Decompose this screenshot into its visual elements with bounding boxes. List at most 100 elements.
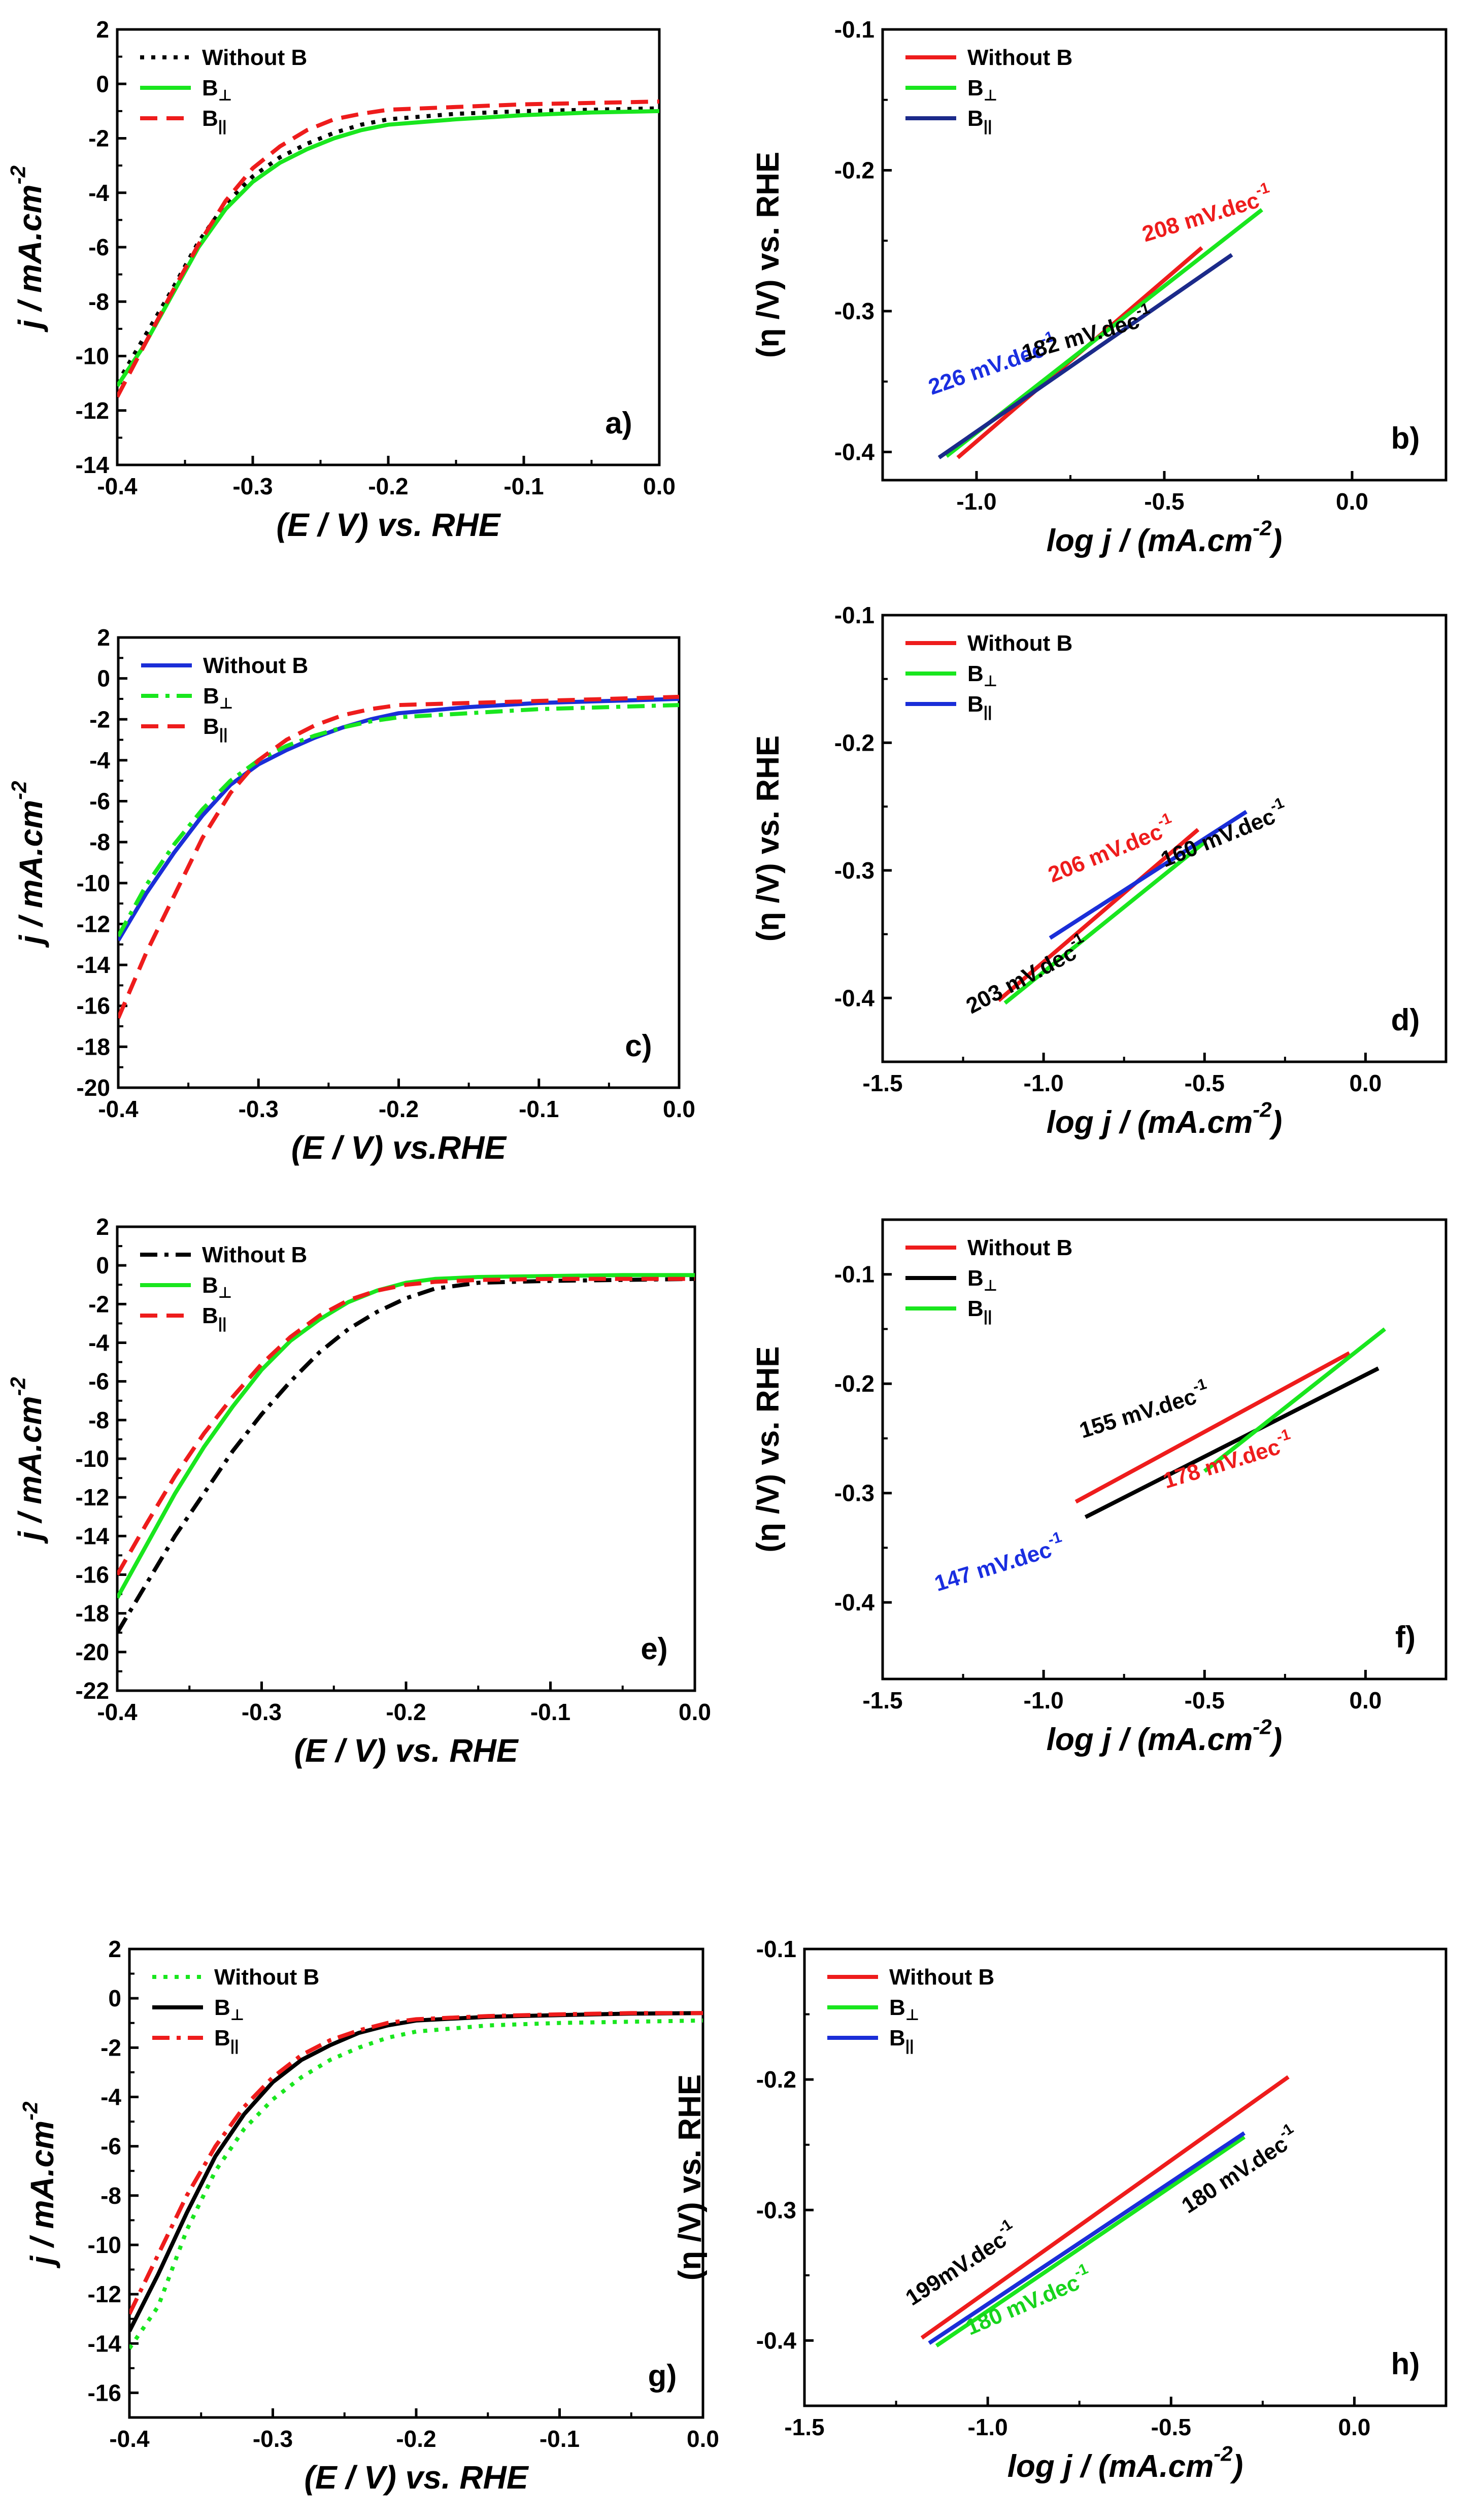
slope-annotation: 178 mV.dec-1	[1159, 1426, 1296, 1493]
legend-label: Without B	[202, 1242, 307, 1267]
panel-h: -1.5 -1.0 -0.5 0.0 -0.4 -0.3 -0.2 -0.1 log j / (…	[672, 1936, 1448, 2484]
x-tick-label: 0.0	[1349, 1070, 1382, 1096]
y-tick-label: -0.4	[834, 985, 875, 1011]
series-line-1	[118, 697, 679, 942]
legend-label: B⊥	[967, 76, 997, 104]
x-tick-label: 0.0	[643, 473, 676, 499]
y-tick-label: 0	[97, 665, 110, 692]
x-axis-title: log j / (mA.cm-2)	[1047, 1715, 1283, 1758]
y-tick-label: 0	[108, 1985, 121, 2011]
y-tick-label: -2	[100, 2034, 121, 2061]
y-axis-title: j / mA.cm-2	[7, 781, 50, 948]
panel-f: -1.5 -1.0 -0.5 0.0 -0.4 -0.3 -0.2 -0.1 log j / (…	[751, 1218, 1448, 1758]
x-axis-title: log j / (mA.cm-2)	[1047, 1098, 1283, 1140]
y-tick-label: -18	[77, 1033, 110, 1060]
legend-label: B⊥	[214, 1995, 244, 2024]
slope-annotation: 208 mV.dec-1	[1138, 179, 1275, 247]
x-tick-label: -0.1	[540, 2426, 580, 2452]
y-tick-label: -4	[100, 2084, 121, 2110]
panel-e: -0.4 -0.3 -0.2 -0.1 0.0-22-20-18-16-14-12-10…	[6, 1214, 711, 1769]
x-tick-label: -0.2	[379, 1096, 419, 1122]
x-axis-title: log j / (mA.cm-2)	[1047, 516, 1283, 559]
series-line-3	[129, 2011, 703, 2315]
y-tick-label: 2	[96, 16, 109, 43]
y-tick-label: -0.1	[834, 16, 874, 43]
series-line-3	[1049, 810, 1248, 940]
legend-label: B⊥	[967, 661, 997, 690]
legend-label: B⊥	[202, 1273, 232, 1301]
y-tick-label: -16	[76, 1562, 109, 1588]
x-axis-title: (E / V) vs.RHE	[291, 1129, 508, 1166]
y-axis-title: j / mA.cm-2	[18, 2102, 61, 2269]
legend-label: Without B	[202, 45, 307, 70]
y-axis-title: (η /V) vs. RHE	[672, 2074, 708, 2281]
x-tick-label: -0.2	[368, 473, 408, 499]
panel-label: b)	[1391, 421, 1420, 455]
y-tick-label: -0.4	[756, 2327, 797, 2354]
x-tick-label: -1.5	[862, 1070, 902, 1096]
y-tick-label: -14	[88, 2330, 122, 2357]
x-tick-label: 0.0	[1338, 2414, 1370, 2440]
series-line-3	[117, 99, 659, 398]
y-tick-label: -12	[76, 1484, 109, 1510]
y-tick-label: -0.4	[834, 1589, 875, 1616]
y-tick-label: -0.3	[834, 1480, 874, 1506]
series-line-2	[117, 1273, 695, 1599]
x-tick-label: -1.5	[862, 1687, 902, 1713]
legend-label: B⊥	[202, 76, 232, 104]
y-tick-label: -0.2	[834, 157, 874, 184]
legend-label: B||	[967, 1296, 992, 1325]
y-tick-label: 0	[96, 71, 109, 97]
y-tick-label: -2	[88, 1291, 109, 1317]
x-axis-title: (E / V) vs. RHE	[305, 2459, 529, 2496]
series-line-2	[1003, 841, 1206, 1005]
x-tick-label: -0.1	[503, 473, 544, 499]
x-tick-label: -1.0	[1024, 1687, 1064, 1713]
x-tick-label: -0.3	[253, 2426, 293, 2452]
series-line-1	[997, 828, 1200, 1002]
x-axis-title: (E / V) vs. RHE	[277, 507, 501, 543]
slope-annotation: 155 mV.dec-1	[1075, 1375, 1212, 1443]
x-tick-label: -0.5	[1144, 488, 1184, 515]
panel-label: g)	[648, 2359, 677, 2393]
legend-label: Without B	[889, 1965, 994, 1990]
y-tick-label: -22	[76, 1677, 109, 1704]
legend-label: B⊥	[889, 1995, 919, 2024]
y-tick-label: -10	[88, 2232, 121, 2258]
legend-label: B||	[889, 2026, 914, 2054]
slope-annotation: 199mV.dec-1	[898, 2216, 1022, 2311]
legend-label: Without B	[214, 1965, 319, 1990]
legend-label: Without B	[967, 45, 1072, 70]
y-tick-label: -20	[77, 1074, 110, 1101]
y-tick-label: -0.2	[834, 729, 874, 756]
x-tick-label: -0.5	[1151, 2414, 1191, 2440]
series-line-1	[920, 2075, 1290, 2340]
legend-label: B⊥	[203, 684, 233, 712]
x-tick-label: -0.5	[1185, 1070, 1225, 1096]
panel-g: -0.4 -0.3 -0.2 -0.1 0.0 -16 -14 -12 -10 -8 -6 -4 -2 0…	[18, 1936, 719, 2496]
y-tick-label: -0.3	[756, 2197, 796, 2223]
x-tick-label: -0.3	[232, 473, 273, 499]
y-tick-label: -6	[100, 2133, 121, 2160]
series-line-1	[129, 2018, 703, 2350]
panel-label: h)	[1391, 2347, 1420, 2381]
legend-label: B||	[203, 714, 228, 743]
y-tick-label: -0.3	[834, 298, 874, 324]
x-tick-label: -1.5	[784, 2414, 824, 2440]
slope-annotation: 147 mV.dec-1	[930, 1529, 1067, 1596]
legend-label: Without B	[967, 1235, 1072, 1260]
y-tick-label: -8	[100, 2182, 121, 2209]
x-tick-label: 0.0	[687, 2426, 719, 2452]
y-tick-label: -12	[77, 911, 110, 937]
x-tick-label: 0.0	[1349, 1687, 1382, 1713]
plot-frame	[803, 1947, 1448, 2407]
x-tick-label: -0.2	[386, 1699, 426, 1725]
x-tick-label: -1.0	[1024, 1070, 1064, 1096]
y-axis-title: j / mA.cm-2	[6, 165, 49, 332]
series-line-3	[118, 694, 679, 1019]
x-tick-label: 0.0	[1336, 488, 1368, 515]
y-axis-title: (η /V) vs. RHE	[751, 152, 786, 358]
y-tick-label: -0.2	[756, 2066, 796, 2093]
series-line-2	[1084, 1366, 1380, 1519]
